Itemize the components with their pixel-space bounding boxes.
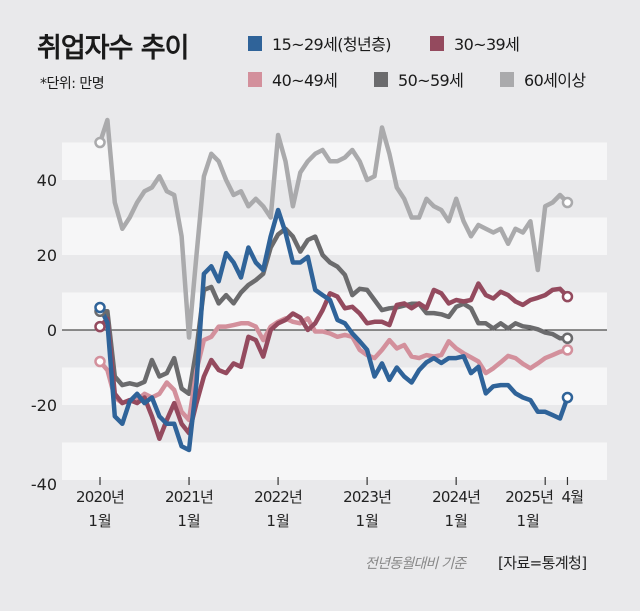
footer-note: 전년동월대비 기준 [365, 556, 466, 572]
x-tick-label: 1월 [177, 512, 200, 530]
legend-swatch [374, 71, 388, 87]
grid-band [62, 217, 607, 255]
footer-source: [자료=통계청] [498, 554, 587, 572]
legend-item-50-59: 50~59세 [374, 67, 464, 91]
legend-swatch [430, 35, 444, 51]
x-tick-label: 2023년 [343, 488, 391, 506]
y-tick-label: 40 [37, 171, 57, 190]
x-tick-label: 1월 [355, 512, 378, 530]
grid-band [62, 442, 607, 480]
legend-item-30-39: 30~39세 [430, 31, 520, 55]
legend-swatch [500, 71, 514, 87]
start-point-marker [94, 355, 106, 368]
legend-swatch [248, 35, 262, 51]
end-point-marker [561, 391, 574, 404]
end-point-marker [561, 344, 574, 356]
y-tick-label: -40 [31, 475, 57, 494]
x-tick-label: 2021년 [165, 488, 213, 506]
x-tick-label: 2022년 [254, 488, 302, 506]
series-line [97, 316, 570, 423]
series-line [97, 117, 570, 340]
legend-item-15-29: 15~29세(청년층) [248, 31, 391, 55]
start-point-marker [94, 301, 106, 314]
y-tick-label: -20 [31, 396, 57, 415]
legend-label: 40~49세 [272, 71, 338, 90]
x-tick-label: 2020년 [76, 488, 124, 506]
end-point-marker [561, 196, 574, 209]
legend-label: 60세이상 [524, 71, 586, 90]
series-line [97, 281, 570, 442]
start-point-marker [94, 136, 106, 149]
start-point-marker [94, 320, 106, 333]
x-tick-label: 1월 [444, 512, 467, 530]
x-tick-label: 2024년 [432, 488, 480, 506]
x-tick-label: 4월 [561, 488, 583, 506]
y-tick-label: 20 [37, 246, 57, 265]
end-point-marker [561, 332, 574, 344]
unit-label: *단위: 만명 [40, 76, 105, 92]
series-line [97, 207, 570, 453]
legend-item-60-plus: 60세이상 [500, 67, 586, 91]
x-tick-label: 1월 [88, 512, 111, 530]
legend-item-40-49: 40~49세 [248, 67, 338, 91]
y-tick-label: 0 [47, 321, 57, 340]
legend-label: 15~29세(청년층) [272, 35, 391, 54]
x-tick-label: 2025년 [505, 488, 553, 506]
series-line [97, 226, 570, 397]
legend-swatch [248, 71, 262, 87]
x-tick-label: 1월 [266, 512, 289, 530]
legend-label: 30~39세 [454, 35, 520, 54]
chart-title: 취업자수 추이 [37, 33, 189, 64]
legend-label: 50~59세 [398, 71, 464, 90]
x-tick-label: 1월 [517, 512, 540, 530]
end-point-marker [561, 290, 574, 303]
